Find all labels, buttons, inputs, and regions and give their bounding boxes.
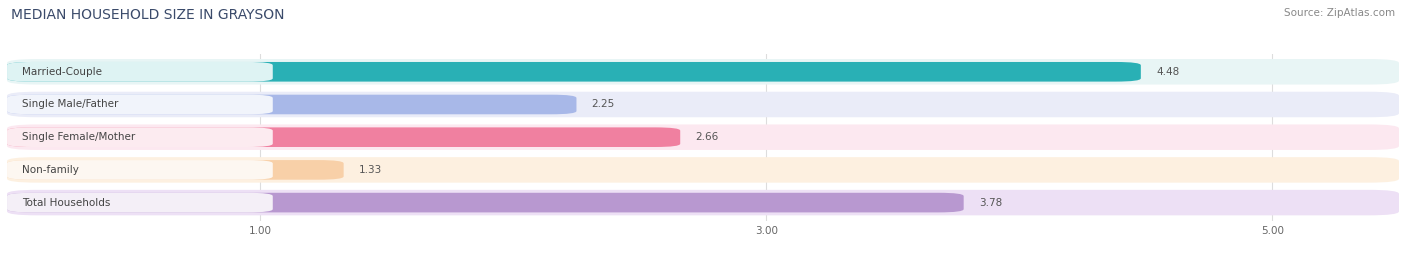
Text: 4.48: 4.48 — [1156, 67, 1180, 77]
FancyBboxPatch shape — [7, 95, 273, 114]
Text: 1.33: 1.33 — [359, 165, 382, 175]
FancyBboxPatch shape — [7, 62, 273, 82]
FancyBboxPatch shape — [7, 160, 343, 180]
Text: Single Female/Mother: Single Female/Mother — [22, 132, 135, 142]
FancyBboxPatch shape — [7, 193, 963, 213]
FancyBboxPatch shape — [7, 128, 273, 147]
FancyBboxPatch shape — [7, 92, 1399, 117]
Text: Non-family: Non-family — [22, 165, 79, 175]
FancyBboxPatch shape — [7, 157, 1399, 183]
FancyBboxPatch shape — [7, 128, 681, 147]
Text: 3.78: 3.78 — [979, 198, 1002, 208]
FancyBboxPatch shape — [7, 193, 273, 213]
Text: Married-Couple: Married-Couple — [22, 67, 103, 77]
FancyBboxPatch shape — [7, 59, 1399, 84]
FancyBboxPatch shape — [7, 125, 1399, 150]
Text: Source: ZipAtlas.com: Source: ZipAtlas.com — [1284, 8, 1395, 18]
FancyBboxPatch shape — [7, 62, 1140, 82]
Text: MEDIAN HOUSEHOLD SIZE IN GRAYSON: MEDIAN HOUSEHOLD SIZE IN GRAYSON — [11, 8, 285, 22]
Text: Total Households: Total Households — [22, 198, 111, 208]
Text: Single Male/Father: Single Male/Father — [22, 100, 118, 109]
Text: 2.66: 2.66 — [696, 132, 718, 142]
FancyBboxPatch shape — [7, 190, 1399, 215]
FancyBboxPatch shape — [7, 95, 576, 114]
Text: 2.25: 2.25 — [592, 100, 614, 109]
FancyBboxPatch shape — [7, 160, 273, 180]
